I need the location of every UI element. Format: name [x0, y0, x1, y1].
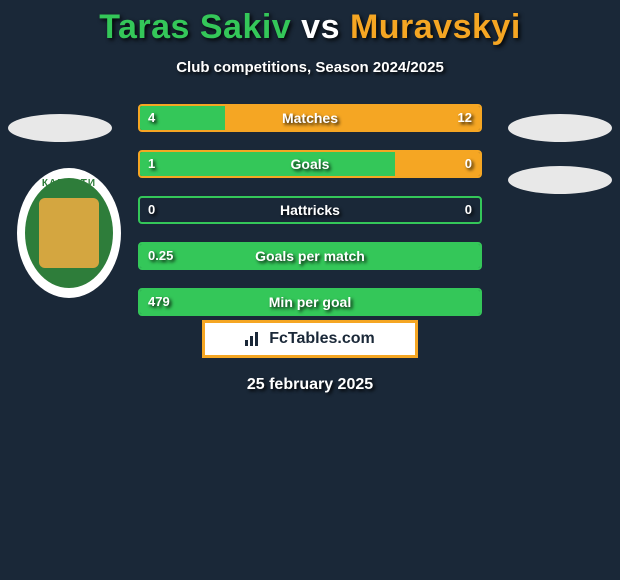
stat-bar-right — [395, 152, 480, 176]
date-text: 25 february 2025 — [0, 376, 620, 394]
stat-row: Hattricks00 — [138, 196, 482, 224]
player1-photo-placeholder — [8, 114, 112, 142]
player2-club-placeholder — [508, 166, 612, 194]
stat-bar-track — [138, 288, 482, 316]
stat-bar-left — [140, 106, 225, 130]
stat-row: Goals10 — [138, 150, 482, 178]
stat-row: Matches412 — [138, 104, 482, 132]
comparison-bars: Matches412 Goals10 Hattricks00 Goals per ma… — [138, 104, 482, 334]
title-player2: Muravskyi — [350, 8, 521, 46]
lion-icon — [39, 198, 99, 268]
stat-bar-track — [138, 196, 482, 224]
stat-bar-left — [140, 152, 395, 176]
bars-icon — [245, 332, 263, 346]
stat-bar-left — [140, 244, 480, 268]
title-vs: vs — [301, 8, 340, 46]
stat-row: Goals per match0.25 — [138, 242, 482, 270]
title-player1: Taras Sakiv — [99, 8, 291, 46]
stat-bar-track — [138, 242, 482, 270]
stat-row: Min per goal479 — [138, 288, 482, 316]
player1-club-logo: КАРПАТИ — [17, 168, 121, 298]
subtitle: Club competitions, Season 2024/2025 — [0, 59, 620, 76]
player2-photo-placeholder — [508, 114, 612, 142]
stat-bar-track — [138, 104, 482, 132]
stat-bar-right — [225, 106, 480, 130]
page-title: Taras Sakiv vs Muravskyi — [0, 0, 620, 47]
stat-bar-track — [138, 150, 482, 178]
stat-bar-left — [140, 290, 480, 314]
